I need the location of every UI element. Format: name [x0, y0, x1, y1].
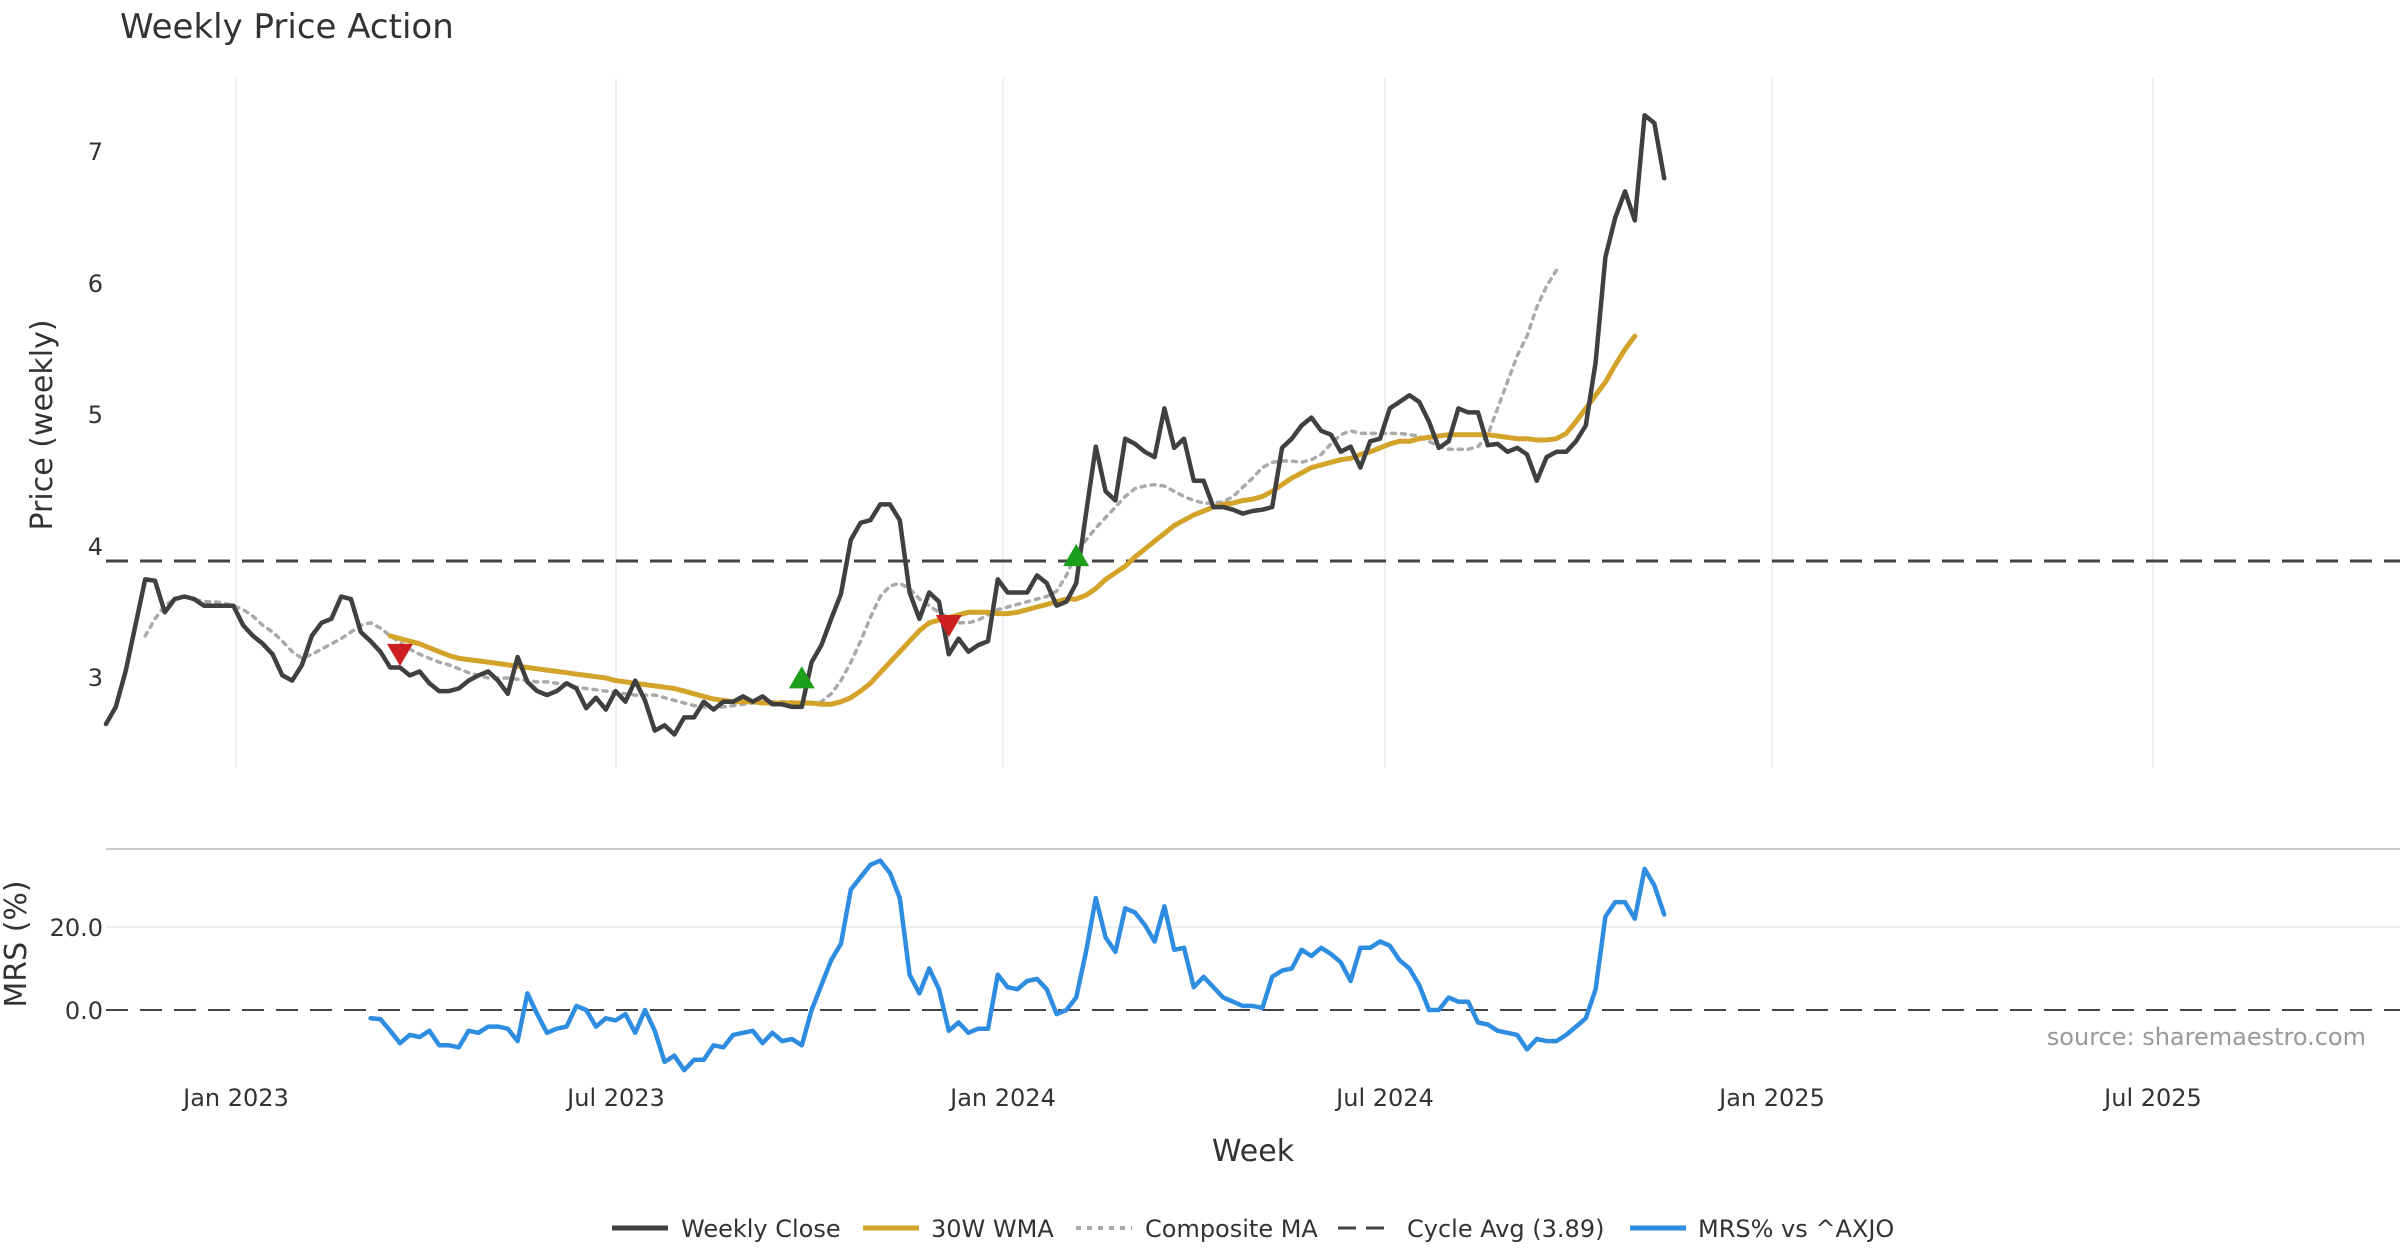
price-y-axis-label: Price (weekly)	[25, 319, 60, 530]
legend-label-weekly-close: Weekly Close	[681, 1215, 841, 1243]
sell-signal-marker-0	[387, 643, 413, 667]
buy-signal-marker-3	[1063, 544, 1090, 567]
buy-signal-marker-1	[788, 666, 815, 689]
legend-label-composite-ma: Composite MA	[1145, 1215, 1318, 1243]
series-mrs-vs-axjo	[368, 858, 1667, 1073]
price-y-tick-3: 3	[88, 664, 103, 692]
mrs-y-tick-20: 20.0	[50, 914, 103, 942]
x-tick-jan-2023: Jan 2023	[181, 1084, 289, 1112]
legend-label-30w-wma: 30W WMA	[931, 1215, 1054, 1243]
mrs-y-axis-label: MRS (%)	[0, 880, 34, 1007]
legend-label-cycle-avg: Cycle Avg (3.89)	[1407, 1215, 1604, 1243]
legend: Weekly Close 30W WMA Composite MA Cycle …	[612, 1215, 1894, 1243]
x-tick-jul-2023: Jul 2023	[565, 1084, 665, 1112]
x-tick-jan-2024: Jan 2024	[948, 1084, 1056, 1112]
series-weekly-close	[103, 112, 1667, 737]
series-30w-wma	[387, 333, 1638, 707]
x-axis-label: Week	[1212, 1134, 1295, 1169]
series-composite-ma	[143, 268, 1559, 710]
price-y-ticks: 3 4 5 6 7	[88, 138, 103, 692]
mrs-y-tick-0: 0.0	[65, 997, 103, 1025]
price-y-tick-7: 7	[88, 138, 103, 166]
price-y-tick-4: 4	[88, 533, 103, 561]
x-grid	[235, 78, 2154, 768]
legend-label-mrs: MRS% vs ^AXJO	[1698, 1215, 1894, 1243]
x-tick-jul-2024: Jul 2024	[1334, 1084, 1434, 1112]
chart-title: Weekly Price Action	[120, 7, 454, 47]
sell-signal-marker-2	[935, 615, 962, 638]
price-y-tick-6: 6	[88, 270, 103, 298]
x-tick-jul-2025: Jul 2025	[2102, 1084, 2202, 1112]
x-ticks: Jan 2023 Jul 2023 Jan 2024 Jul 2024 Jan …	[181, 1084, 2202, 1112]
price-markers	[387, 544, 1090, 689]
x-tick-jan-2025: Jan 2025	[1717, 1084, 1825, 1112]
source-note: source: sharemaestro.com	[2047, 1023, 2366, 1051]
mrs-series	[368, 858, 1667, 1073]
price-series	[103, 112, 1667, 737]
price-y-tick-5: 5	[88, 401, 103, 429]
